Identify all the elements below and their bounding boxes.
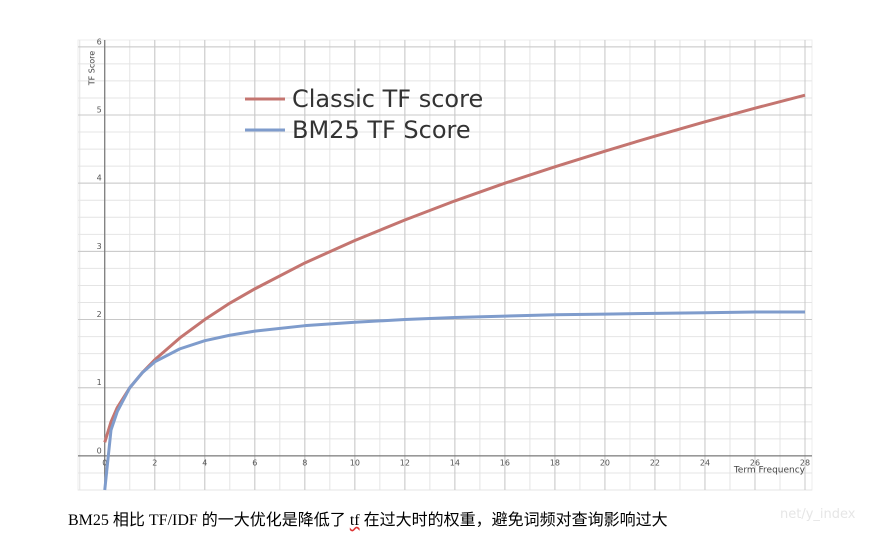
x-tick-label: 28 (800, 458, 810, 467)
x-tick-label: 0 (102, 458, 107, 467)
x-tick-label: 26 (750, 458, 760, 467)
y-tick-label: 2 (97, 310, 102, 319)
series-line (103, 310, 805, 491)
legend-label: Classic TF score (292, 85, 483, 113)
watermark: net/y_index (780, 507, 856, 522)
x-tick-label: 2 (152, 458, 157, 467)
lines (103, 93, 806, 491)
caption-text: tf (349, 512, 360, 529)
x-tick-label: 12 (400, 458, 410, 467)
y-tick-label: 1 (97, 378, 102, 387)
x-tick-label: 4 (202, 458, 207, 467)
x-tick-label: 22 (650, 458, 660, 467)
caption-text: BM25 相比 TF/IDF 的一大优化是降低了 (68, 512, 350, 529)
x-tick-label: 18 (550, 458, 560, 467)
legend-label: BM25 TF Score (292, 116, 471, 144)
x-axis-label: Term Frequency (733, 466, 806, 476)
x-tick-label: 10 (350, 458, 360, 467)
x-tick-label: 14 (450, 458, 460, 467)
y-tick-label: 6 (97, 37, 102, 46)
y-axis-label: TF Score (88, 51, 97, 87)
grid (78, 40, 812, 491)
y-tick-label: 3 (97, 242, 102, 251)
caption-text: 在过大时的权重，避免词频对查询影响过大 (359, 512, 668, 529)
x-tick-label: 8 (302, 458, 307, 467)
y-tick-label: 0 (97, 446, 102, 455)
x-tick-label: 6 (252, 458, 257, 467)
x-tick-label: 20 (600, 458, 610, 467)
x-tick-label: 16 (500, 458, 510, 467)
y-tick-label: 4 (97, 174, 102, 183)
caption: BM25 相比 TF/IDF 的一大优化是降低了 tf 在过大时的权重，避免词频… (68, 506, 668, 530)
legend: Classic TF score BM25 TF Score (245, 85, 483, 144)
x-tick-label: 24 (700, 458, 710, 467)
y-tick-label: 5 (97, 106, 102, 115)
